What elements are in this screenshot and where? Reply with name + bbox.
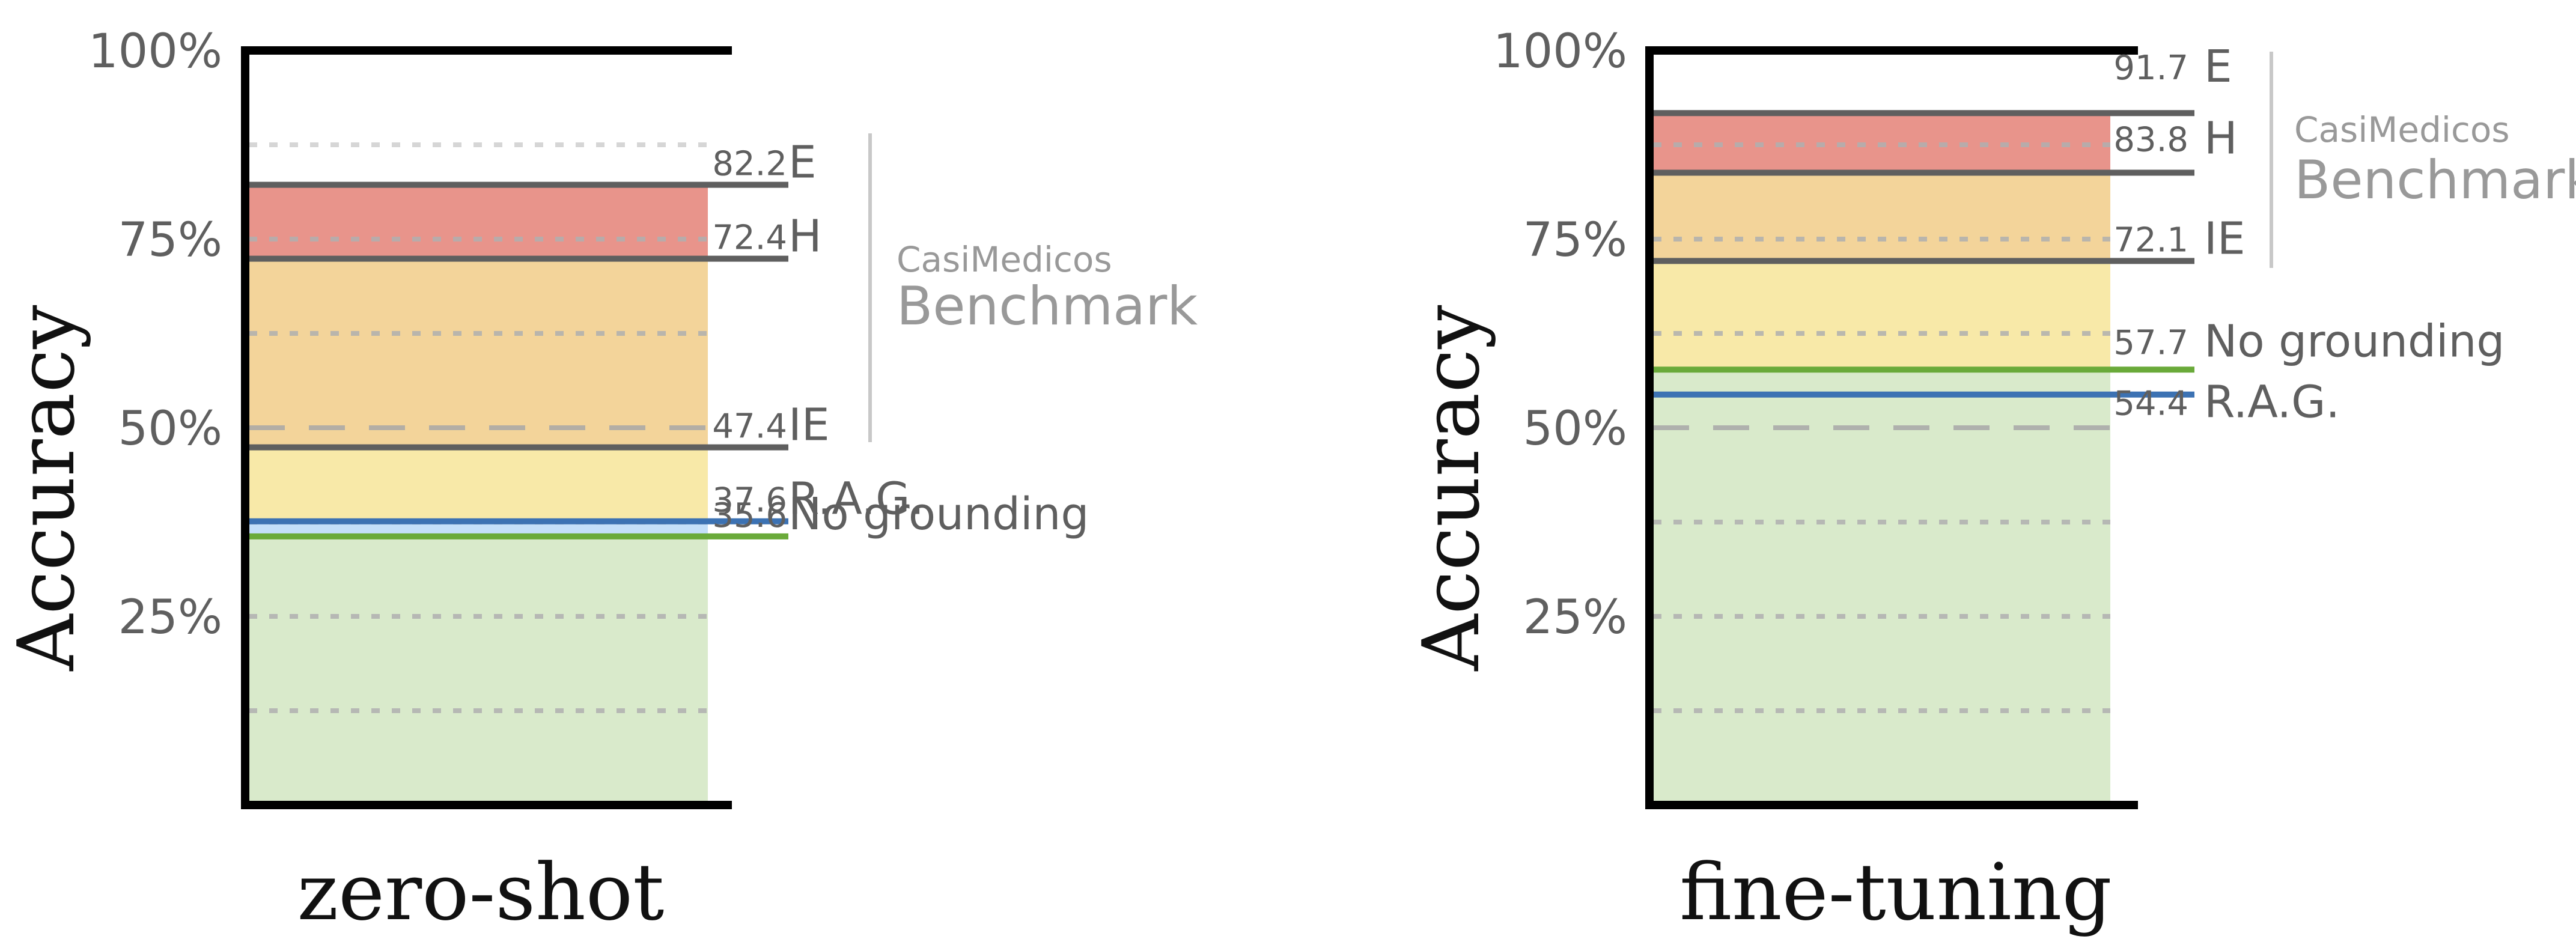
data-label: 72.1 — [2113, 220, 2188, 260]
y-axis-label: Accuracy — [1, 305, 92, 672]
series-label: R.A.G. — [2204, 377, 2340, 428]
data-label: 91.7 — [2113, 49, 2188, 88]
series-label: No grounding — [2204, 315, 2504, 367]
band-ie-to-h — [1653, 172, 2110, 261]
benchmark-label-small: CasiMedicos — [897, 239, 1112, 280]
data-label: 37.6 — [712, 481, 787, 520]
series-label: H — [2204, 112, 2238, 164]
y-tick-label: 50% — [1523, 402, 1627, 456]
series-label: R.A.G. — [788, 473, 924, 525]
band-below-models — [249, 536, 708, 805]
data-label: 35.6 — [712, 496, 787, 535]
benchmark-label-large: Benchmark — [2294, 149, 2576, 211]
data-label: 54.4 — [2113, 384, 2188, 424]
chart-title: zero-shot — [297, 846, 665, 938]
y-tick-label: 50% — [118, 402, 222, 456]
band-to-ie — [249, 447, 708, 521]
chart-title: fine-tuning — [1679, 846, 2112, 938]
data-label: 83.8 — [2113, 120, 2188, 159]
band-between-models — [1653, 369, 2110, 395]
band-below-models — [1653, 394, 2110, 805]
series-label: No grounding — [788, 488, 1089, 540]
series-label: IE — [2204, 213, 2246, 264]
data-label: 57.7 — [2113, 323, 2188, 362]
y-tick-label: 75% — [118, 213, 222, 267]
chart-panel-2: 25% 50% 75% 100% Accuracy fine-tuning 91.7 E 83.… — [1405, 25, 2576, 938]
series-label: IE — [788, 400, 830, 451]
benchmark-label-small: CasiMedicos — [2294, 109, 2510, 150]
data-label: 82.2 — [712, 145, 787, 184]
y-tick-label: 25% — [118, 591, 222, 645]
series-label: H — [788, 211, 822, 263]
data-label: 72.4 — [712, 219, 787, 258]
benchmark-label-large: Benchmark — [897, 275, 1198, 337]
band-ie-to-h — [249, 258, 708, 448]
chart-panel-1: 25% 50% 75% 100% Accuracy zero-shot 82.2 E72.4 H… — [1, 25, 1198, 938]
series-label: E — [788, 137, 817, 189]
data-label: 47.4 — [712, 407, 787, 446]
y-axis-label: Accuracy — [1405, 305, 1497, 672]
y-tick-label: 25% — [1523, 591, 1627, 645]
y-tick-label: 75% — [1523, 213, 1627, 267]
y-tick-label: 100% — [1493, 25, 1627, 79]
series-label: E — [2204, 41, 2232, 93]
band-h-to-e — [249, 184, 708, 259]
band-to-ie — [1653, 261, 2110, 370]
y-tick-label: 100% — [88, 25, 222, 79]
